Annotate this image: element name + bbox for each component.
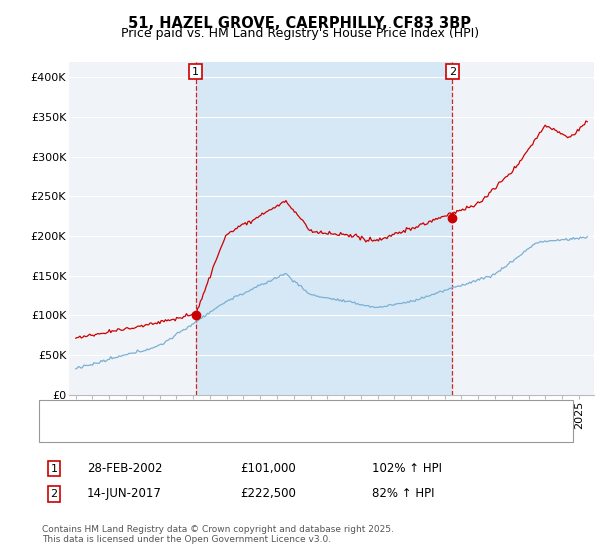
Text: 51, HAZEL GROVE, CAERPHILLY, CF83 3BP: 51, HAZEL GROVE, CAERPHILLY, CF83 3BP bbox=[128, 16, 472, 31]
Text: HPI: Average price, semi-detached house, Caerphilly: HPI: Average price, semi-detached house,… bbox=[87, 426, 380, 436]
Text: 2: 2 bbox=[50, 489, 58, 499]
Text: 14-JUN-2017: 14-JUN-2017 bbox=[87, 487, 162, 501]
Text: £222,500: £222,500 bbox=[240, 487, 296, 501]
Text: 28-FEB-2002: 28-FEB-2002 bbox=[87, 462, 163, 475]
Text: Price paid vs. HM Land Registry's House Price Index (HPI): Price paid vs. HM Land Registry's House … bbox=[121, 27, 479, 40]
Text: 1: 1 bbox=[192, 67, 199, 77]
Text: 2: 2 bbox=[449, 67, 456, 77]
Text: 51, HAZEL GROVE, CAERPHILLY, CF83 3BP (semi-detached house): 51, HAZEL GROVE, CAERPHILLY, CF83 3BP (s… bbox=[87, 409, 454, 419]
Text: 1: 1 bbox=[50, 464, 58, 474]
Text: 102% ↑ HPI: 102% ↑ HPI bbox=[372, 462, 442, 475]
Text: Contains HM Land Registry data © Crown copyright and database right 2025.
This d: Contains HM Land Registry data © Crown c… bbox=[42, 525, 394, 544]
Text: 82% ↑ HPI: 82% ↑ HPI bbox=[372, 487, 434, 501]
Text: £101,000: £101,000 bbox=[240, 462, 296, 475]
Bar bbox=[196, 62, 452, 395]
